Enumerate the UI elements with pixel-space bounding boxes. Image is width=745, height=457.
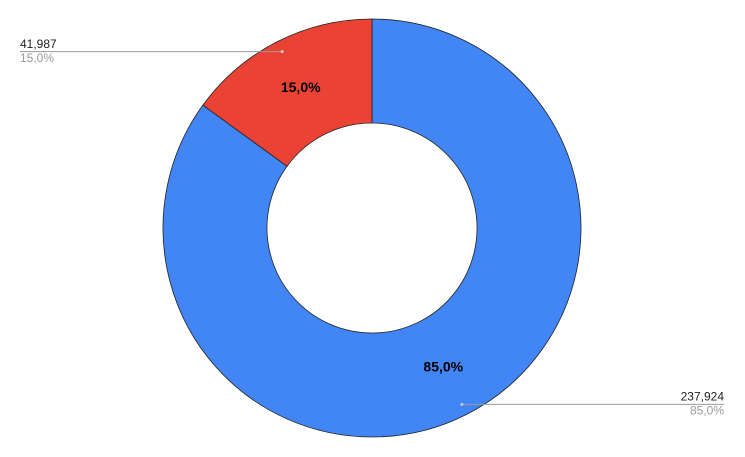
outside-value-label: 41,987 bbox=[20, 37, 57, 51]
slice-percent-label: 15,0% bbox=[281, 79, 321, 95]
leader-dot bbox=[460, 402, 464, 406]
slice bbox=[202, 18, 373, 167]
leader-dot bbox=[280, 50, 284, 54]
slice-percent-label: 85,0% bbox=[423, 359, 463, 375]
outside-percent-label: 85,0% bbox=[690, 404, 724, 418]
slice bbox=[162, 18, 582, 438]
outside-percent-label: 15,0% bbox=[20, 51, 54, 65]
outside-value-label: 237,924 bbox=[681, 390, 725, 404]
